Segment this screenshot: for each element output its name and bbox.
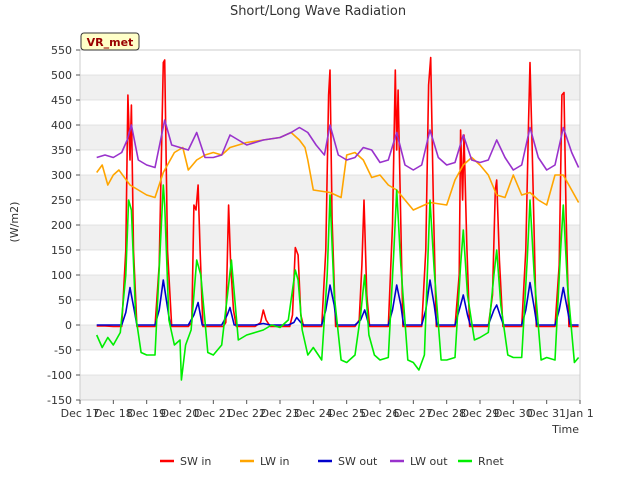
y-tick-label: 550 bbox=[51, 44, 72, 57]
site-label-box: VR_met bbox=[80, 32, 140, 51]
grid-band bbox=[80, 325, 580, 350]
y-tick-label: 500 bbox=[51, 69, 72, 82]
y-tick-label: 0 bbox=[65, 319, 72, 332]
legend-label: LW out bbox=[410, 455, 448, 468]
y-tick-label: 250 bbox=[51, 194, 72, 207]
y-tick-label: 50 bbox=[58, 294, 72, 307]
y-tick-label: -50 bbox=[54, 344, 72, 357]
x-tick-label: Dec 29 bbox=[461, 407, 500, 420]
y-tick-label: 400 bbox=[51, 119, 72, 132]
x-tick-label: Dec 24 bbox=[294, 407, 333, 420]
x-tick-label: Dec 19 bbox=[127, 407, 166, 420]
x-tick-label: Dec 31 bbox=[527, 407, 566, 420]
x-axis-label: Time bbox=[551, 423, 579, 436]
site-label-background bbox=[80, 32, 140, 51]
x-tick-label: Dec 21 bbox=[194, 407, 233, 420]
legend-item-sw-in: SW in bbox=[160, 455, 211, 468]
x-tick-label: Dec 28 bbox=[427, 407, 466, 420]
series-line-rnet bbox=[95, 184, 580, 381]
legend-label: SW in bbox=[180, 455, 211, 468]
legend-label: Rnet bbox=[478, 455, 504, 468]
y-tick-label: -100 bbox=[47, 369, 72, 382]
x-tick-label: Jan 1 bbox=[565, 407, 593, 420]
series-line-lw-out bbox=[96, 119, 580, 171]
x-tick-label: Dec 18 bbox=[94, 407, 133, 420]
x-tick-label: Dec 23 bbox=[261, 407, 300, 420]
y-axis-ticks: -150 -100 -50 0 50 100 150 200 250 300 350 400 450 50… bbox=[47, 44, 80, 407]
y-tick-label: 350 bbox=[51, 144, 72, 157]
x-tick-label: Dec 25 bbox=[327, 407, 366, 420]
legend: SW in LW in SW out LW out Rnet bbox=[160, 455, 504, 468]
series-line-lw-in bbox=[96, 131, 580, 211]
grid-band bbox=[80, 225, 580, 250]
x-tick-label: Dec 26 bbox=[361, 407, 400, 420]
legend-item-lw-in: LW in bbox=[240, 455, 290, 468]
x-tick-label: Dec 27 bbox=[394, 407, 433, 420]
legend-item-lw-out: LW out bbox=[390, 455, 448, 468]
y-tick-label: -150 bbox=[47, 394, 72, 407]
y-tick-label: 450 bbox=[51, 94, 72, 107]
x-tick-label: Dec 20 bbox=[161, 407, 200, 420]
x-tick-label: Dec 22 bbox=[227, 407, 266, 420]
chart-title: Short/Long Wave Radiation bbox=[230, 4, 406, 19]
y-tick-label: 150 bbox=[51, 244, 72, 257]
grid-band bbox=[80, 375, 580, 400]
y-tick-label: 300 bbox=[51, 169, 72, 182]
x-tick-label: Dec 17 bbox=[61, 407, 100, 420]
series-layer bbox=[95, 56, 580, 381]
x-tick-label: Dec 30 bbox=[494, 407, 533, 420]
legend-item-sw-out: SW out bbox=[318, 455, 378, 468]
legend-label: SW out bbox=[338, 455, 378, 468]
y-axis-label: (W/m2) bbox=[8, 202, 21, 243]
y-tick-label: 100 bbox=[51, 269, 72, 282]
legend-item-rnet: Rnet bbox=[458, 455, 504, 468]
y-tick-label: 200 bbox=[51, 219, 72, 232]
site-label: VR_met bbox=[87, 36, 134, 49]
legend-label: LW in bbox=[260, 455, 290, 468]
